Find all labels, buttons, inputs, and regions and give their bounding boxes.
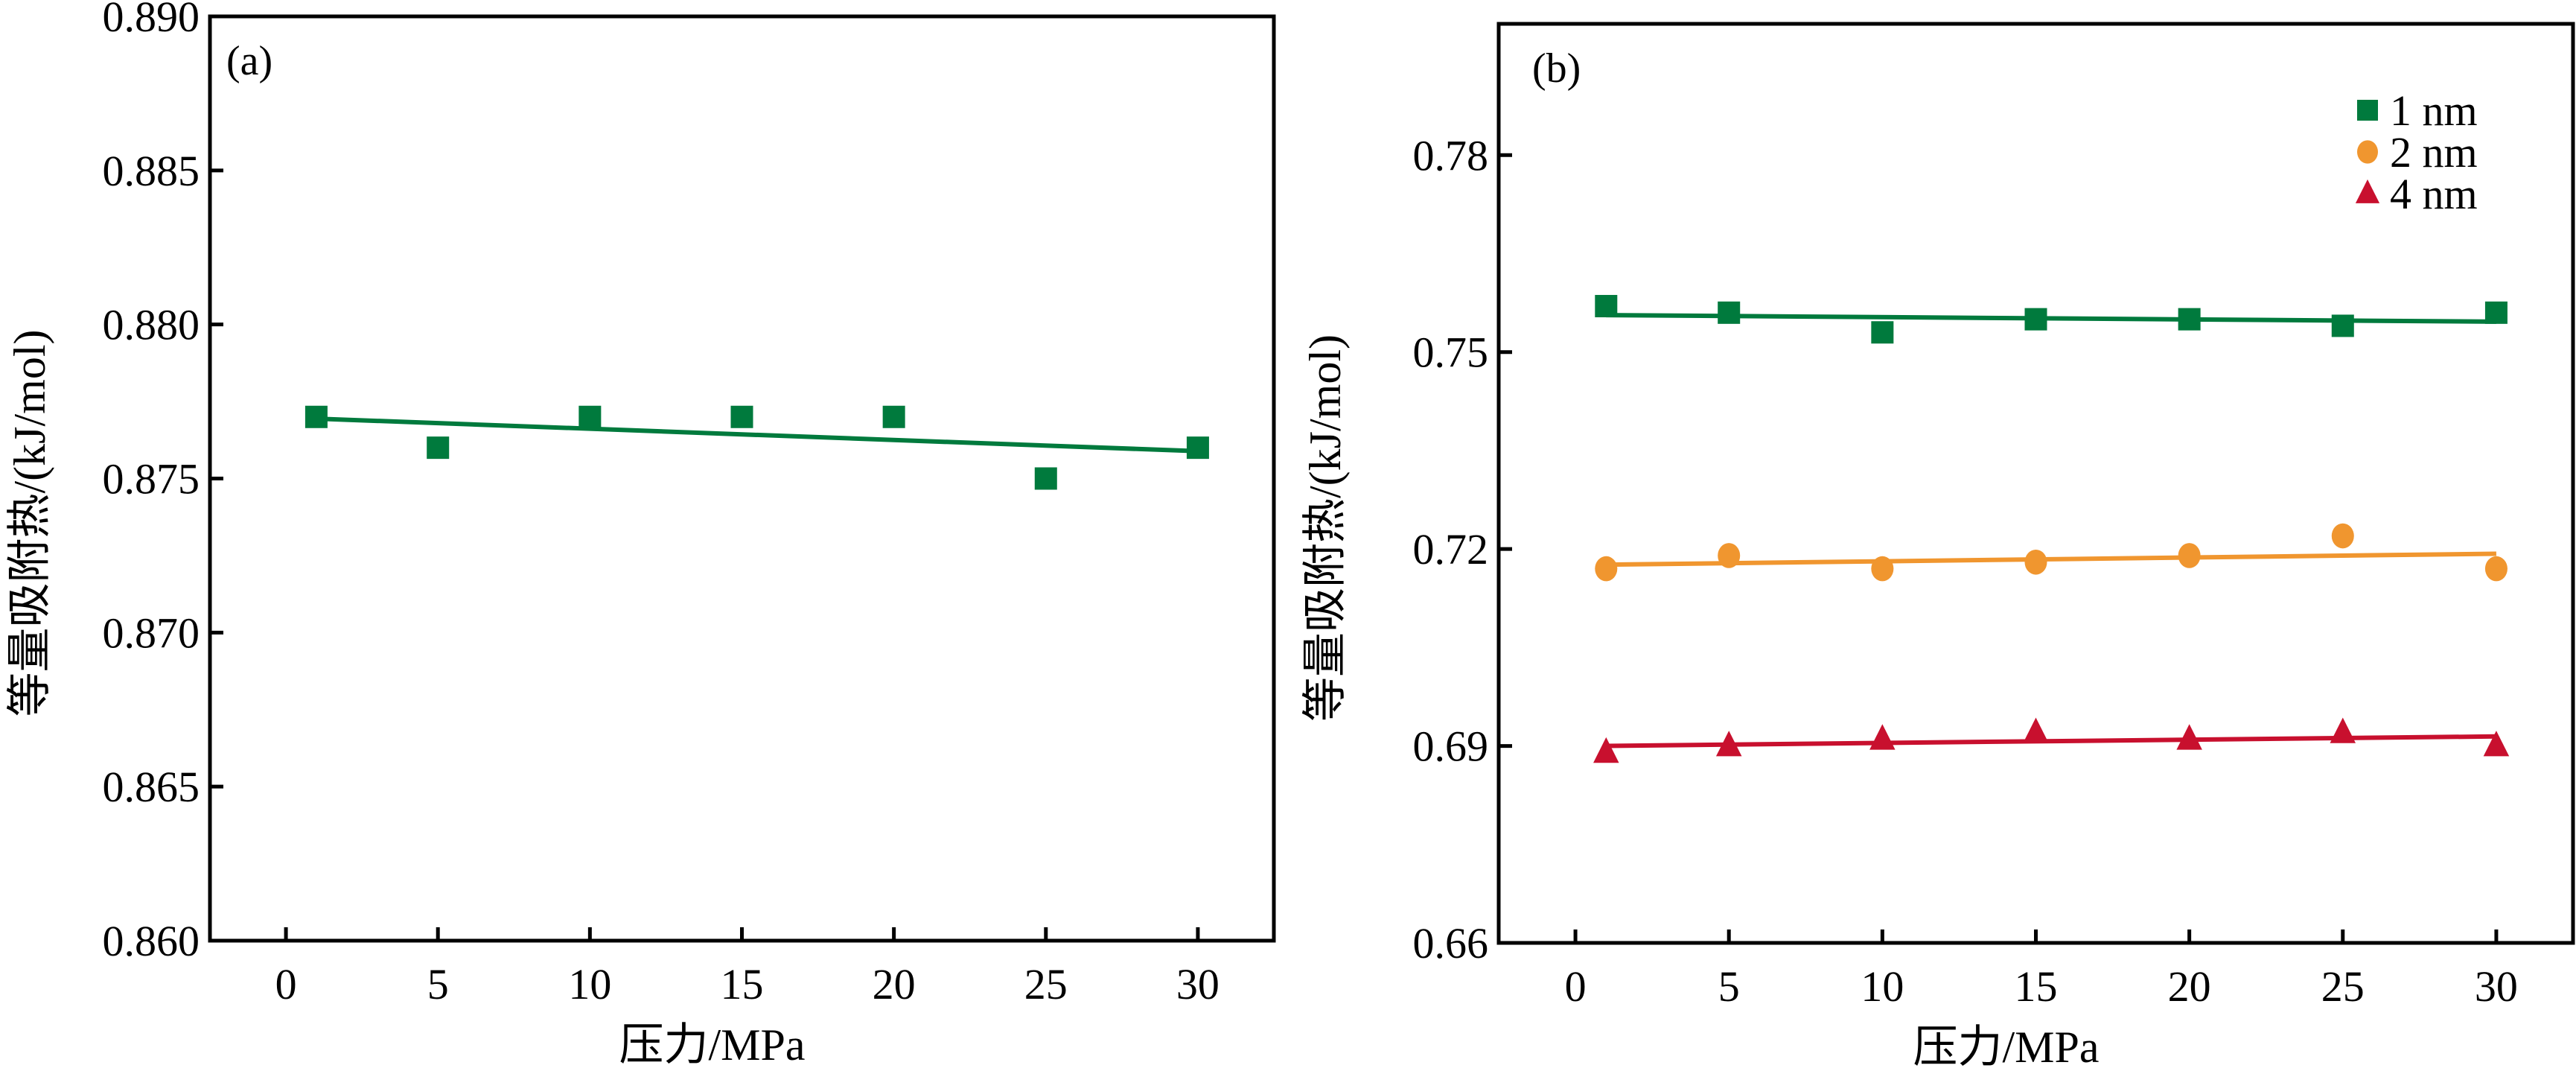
x-tick-label: 10 — [1861, 962, 1904, 1011]
data-point-triangle — [2330, 717, 2356, 743]
data-point-square — [2484, 301, 2508, 324]
data-point-triangle — [2483, 731, 2510, 757]
fit-line-2-nm — [1606, 551, 2496, 568]
panel-a-fit-lines — [316, 416, 1199, 454]
data-point-circle — [2331, 523, 2354, 549]
y-tick-label: 0.78 — [1413, 131, 1489, 179]
panel-a-plot-frame — [208, 14, 1276, 943]
data-point-circle — [1718, 543, 1741, 568]
x-tick-label: 5 — [1718, 962, 1740, 1011]
data-point-circle — [2484, 556, 2508, 582]
y-tick-label: 0.875 — [103, 455, 200, 503]
panel-a-x-ticks: 0 5 10 15 20 25 30 — [275, 927, 1220, 1008]
y-tick-label: 0.72 — [1413, 525, 1489, 573]
data-point-triangle — [1715, 731, 1742, 757]
x-tick-label: 0 — [1565, 962, 1587, 1011]
data-point-circle — [1871, 556, 1894, 582]
legend-marker-circle — [2357, 140, 2378, 164]
legend-label: 4 nm — [2390, 170, 2478, 218]
panel-b-x-ticks: 0 5 10 15 20 25 30 — [1565, 929, 2518, 1011]
y-tick-label: 0.865 — [103, 763, 200, 811]
panel-a: 0 5 10 15 20 25 30 0.8600.8650.8700.8750.8800.… — [5, 0, 1276, 1070]
x-tick-label: 25 — [1024, 960, 1068, 1008]
data-point-square — [305, 405, 328, 428]
y-tick-label: 0.860 — [103, 917, 200, 965]
x-tick-label: 5 — [427, 960, 449, 1008]
x-tick-label: 20 — [873, 960, 916, 1008]
y-tick-label: 0.890 — [103, 0, 200, 41]
panel-a-label: (a) — [226, 38, 272, 84]
data-point-circle — [1595, 556, 1618, 582]
legend-item-1-nm: 1 nm — [2357, 86, 2478, 135]
data-point-triangle — [2023, 717, 2049, 743]
panel-a-y-axis-title: 等量吸附热/(kJ/mol) — [5, 330, 54, 717]
fit-line-4-nm — [1606, 734, 2496, 749]
panel-a-x-axis-title: 压力/MPa — [619, 1020, 805, 1070]
y-tick-label: 0.69 — [1413, 722, 1489, 771]
data-point-square — [1034, 467, 1057, 490]
data-point-square — [730, 405, 753, 428]
data-point-triangle — [1869, 724, 1896, 750]
data-point-circle — [2178, 543, 2201, 568]
legend-label: 2 nm — [2390, 128, 2478, 177]
panel-a-y-ticks: 0.860 0.865 0.870 0.875 0.880 0.885 0.890 — [103, 0, 223, 965]
data-point-square — [1186, 436, 1209, 460]
legend-marker-square — [2357, 100, 2378, 121]
legend-marker-triangle — [2355, 179, 2380, 203]
x-tick-label: 15 — [2015, 962, 2058, 1011]
panel-b-y-axis-title: 等量吸附热/(kJ/mol) — [1301, 334, 1350, 722]
panel-b-label: (b) — [1532, 45, 1581, 92]
data-point-square — [2178, 308, 2201, 331]
data-point-triangle — [2176, 724, 2202, 750]
y-tick-label: 0.885 — [103, 147, 200, 195]
panel-b-fit-lines — [1606, 313, 2496, 749]
x-tick-label: 0 — [275, 960, 297, 1008]
x-tick-label: 20 — [2168, 962, 2211, 1011]
x-tick-label: 30 — [2475, 962, 2518, 1011]
x-tick-label: 15 — [721, 960, 764, 1008]
data-point-circle — [2024, 549, 2047, 575]
legend-label: 1 nm — [2390, 86, 2478, 135]
panel-a-data-points — [305, 405, 1209, 490]
fit-line-series — [316, 416, 1199, 454]
x-tick-label: 25 — [2321, 962, 2365, 1011]
panel-b: 0 5 10 15 20 25 30 0.66 0.69 0.72 0.75 0.78 1 nm2 … — [1301, 22, 2575, 1071]
x-tick-label: 30 — [1176, 960, 1220, 1008]
data-point-square — [2331, 314, 2354, 337]
panel-b-x-axis-title: 压力/MPa — [1913, 1023, 2099, 1071]
data-point-square — [1871, 321, 1894, 344]
y-tick-label: 0.870 — [103, 608, 200, 657]
data-point-square — [1595, 295, 1618, 318]
data-point-square — [1718, 301, 1741, 324]
panel-b-legend: 1 nm2 nm4 nm — [2355, 86, 2478, 218]
data-point-square — [578, 405, 602, 428]
data-point-square — [882, 405, 905, 428]
y-tick-label: 0.880 — [103, 301, 200, 349]
y-tick-label: 0.66 — [1413, 919, 1489, 967]
panel-b-y-ticks: 0.66 0.69 0.72 0.75 0.78 — [1413, 131, 1512, 967]
data-point-square — [2024, 308, 2047, 331]
panel-b-data-points — [1593, 295, 2510, 763]
legend-item-4-nm: 4 nm — [2355, 170, 2478, 218]
x-tick-label: 10 — [568, 960, 611, 1008]
data-point-triangle — [1593, 737, 1619, 763]
data-point-square — [427, 436, 450, 460]
y-tick-label: 0.75 — [1413, 328, 1489, 377]
legend-item-2-nm: 2 nm — [2357, 128, 2478, 177]
